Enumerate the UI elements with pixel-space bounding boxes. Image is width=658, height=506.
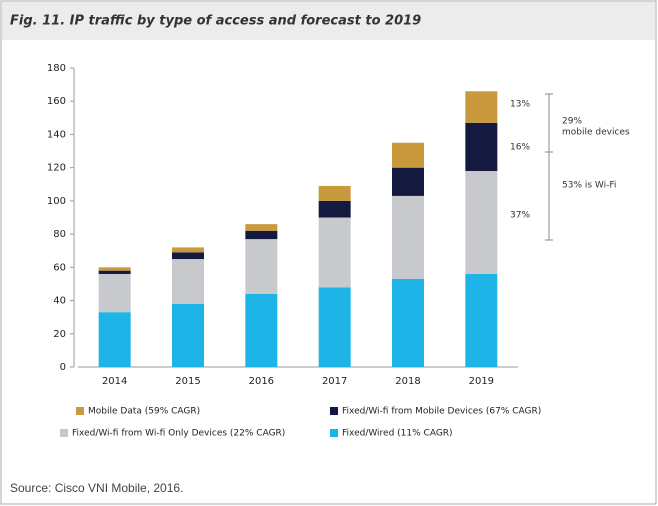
bracket xyxy=(545,93,553,241)
bar-segment xyxy=(98,270,131,274)
annotation: 16% xyxy=(510,143,530,153)
bar-segment xyxy=(318,200,351,218)
legend-swatch xyxy=(76,407,84,415)
legend-label: Fixed/Wi-fi from Wi-fi Only Devices (22%… xyxy=(72,429,285,439)
bar-segment xyxy=(392,142,424,168)
bar-segment xyxy=(245,230,278,240)
y-tick-label: 60 xyxy=(53,262,66,273)
legend-swatch xyxy=(60,429,68,437)
bar-segment xyxy=(98,267,131,271)
bar-segment xyxy=(245,239,278,294)
annotation: 37% xyxy=(510,211,530,221)
legend-label: Fixed/Wired (11% CAGR) xyxy=(342,429,453,439)
bar-segment xyxy=(465,91,498,123)
bar-segment xyxy=(392,167,424,196)
x-tick-label: 2019 xyxy=(469,376,494,387)
title-band xyxy=(2,2,655,40)
x-tick-label: 2014 xyxy=(102,376,127,387)
y-tick-label: 160 xyxy=(47,96,66,107)
annotation: 29% xyxy=(562,117,582,127)
annotation: mobile devices xyxy=(562,128,630,138)
bar-segment xyxy=(172,252,204,260)
x-tick-label: 2017 xyxy=(322,376,347,387)
annotation: 13% xyxy=(510,100,530,110)
y-tick-label: 0 xyxy=(60,362,66,373)
x-tick-label: 2016 xyxy=(249,376,274,387)
source: Source: Cisco VNI Mobile, 2016. xyxy=(10,481,183,495)
annotation: 53% is Wi-Fi xyxy=(562,181,616,191)
bar-segment xyxy=(465,122,498,171)
y-tick-label: 20 xyxy=(53,329,66,340)
bar-segment xyxy=(172,247,204,253)
x-tick-label: 2015 xyxy=(175,376,200,387)
bar-segment xyxy=(245,224,278,231)
y-tick-label: 40 xyxy=(53,296,66,307)
bar-segment xyxy=(172,259,204,304)
bar-segment xyxy=(318,287,351,367)
bar-segment xyxy=(465,273,498,367)
legend-label: Fixed/Wi-fi from Mobile Devices (67% CAG… xyxy=(342,407,541,417)
y-tick-label: 140 xyxy=(47,129,66,140)
y-tick-label: 120 xyxy=(47,163,66,174)
y-tick-label: 100 xyxy=(47,196,66,207)
chart-title: Fig. 11. IP traffic by type of access an… xyxy=(10,14,421,29)
y-tick-label: 80 xyxy=(53,229,66,240)
bar-segment xyxy=(98,312,131,367)
bar-segment xyxy=(392,278,424,367)
bar-segment xyxy=(245,293,278,367)
legend-swatch xyxy=(330,407,338,415)
legend-label: Mobile Data (59% CAGR) xyxy=(88,407,200,417)
bar-segment xyxy=(465,170,498,274)
x-tick-label: 2018 xyxy=(395,376,420,387)
bar-segment xyxy=(392,195,424,279)
bar-segment xyxy=(98,273,131,313)
y-tick-label: 180 xyxy=(47,63,66,74)
bar-segment xyxy=(172,303,204,367)
bar-segment xyxy=(318,185,351,201)
bar-segment xyxy=(318,217,351,288)
legend-swatch xyxy=(330,429,338,437)
